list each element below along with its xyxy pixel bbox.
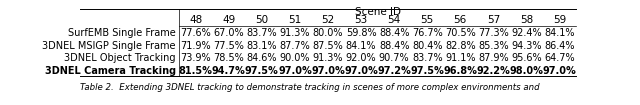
Text: 56: 56 (454, 15, 467, 25)
Text: 98.0%: 98.0% (509, 66, 543, 76)
Text: 91.3%: 91.3% (280, 28, 310, 38)
Text: 88.4%: 88.4% (379, 41, 410, 51)
Text: 95.6%: 95.6% (511, 53, 541, 64)
Text: 84.1%: 84.1% (346, 41, 376, 51)
Text: 49: 49 (222, 15, 236, 25)
Text: 92.4%: 92.4% (511, 28, 541, 38)
Text: 91.1%: 91.1% (445, 53, 476, 64)
Text: SurfEMB Single Frame: SurfEMB Single Frame (68, 28, 176, 38)
Text: 97.5%: 97.5% (245, 66, 279, 76)
Text: Scene ID: Scene ID (355, 7, 401, 17)
Text: 84.1%: 84.1% (544, 28, 575, 38)
Text: 92.0%: 92.0% (346, 53, 376, 64)
Text: 80.0%: 80.0% (313, 28, 343, 38)
Text: 97.2%: 97.2% (377, 66, 411, 76)
Text: 76.7%: 76.7% (412, 28, 443, 38)
Text: 94.7%: 94.7% (212, 66, 246, 76)
Text: 86.4%: 86.4% (544, 41, 575, 51)
Text: 97.0%: 97.0% (311, 66, 345, 76)
Text: 51: 51 (288, 15, 301, 25)
Text: 55: 55 (420, 15, 434, 25)
Text: 96.8%: 96.8% (444, 66, 477, 76)
Text: 87.9%: 87.9% (478, 53, 509, 64)
Text: 87.7%: 87.7% (280, 41, 310, 51)
Text: 3DNEL Camera Tracking: 3DNEL Camera Tracking (45, 66, 176, 76)
Text: 67.0%: 67.0% (214, 28, 244, 38)
Text: 97.0%: 97.0% (278, 66, 312, 76)
Text: 70.5%: 70.5% (445, 28, 476, 38)
Text: 48: 48 (189, 15, 202, 25)
Text: 81.5%: 81.5% (179, 66, 212, 76)
Text: 3DNEL Object Tracking: 3DNEL Object Tracking (64, 53, 176, 64)
Text: 52: 52 (321, 15, 335, 25)
Text: 53: 53 (355, 15, 368, 25)
Text: 83.1%: 83.1% (246, 41, 277, 51)
Text: 82.8%: 82.8% (445, 41, 476, 51)
Text: 50: 50 (255, 15, 268, 25)
Text: 90.0%: 90.0% (280, 53, 310, 64)
Text: 97.0%: 97.0% (344, 66, 378, 76)
Text: 59.8%: 59.8% (346, 28, 376, 38)
Text: 97.5%: 97.5% (410, 66, 444, 76)
Text: 77.3%: 77.3% (478, 28, 509, 38)
Text: 97.0%: 97.0% (543, 66, 577, 76)
Text: 94.3%: 94.3% (511, 41, 541, 51)
Text: 78.5%: 78.5% (213, 53, 244, 64)
Text: 85.3%: 85.3% (478, 41, 509, 51)
Text: 59: 59 (553, 15, 566, 25)
Text: 88.4%: 88.4% (379, 28, 410, 38)
Text: Table 2.  Extending 3DNEL tracking to demonstrate tracking in scenes of more com: Table 2. Extending 3DNEL tracking to dem… (80, 83, 540, 92)
Text: 77.5%: 77.5% (213, 41, 244, 51)
Text: 83.7%: 83.7% (246, 28, 277, 38)
Text: 91.3%: 91.3% (313, 53, 343, 64)
Text: 64.7%: 64.7% (544, 53, 575, 64)
Text: 3DNEL MSIGP Single Frame: 3DNEL MSIGP Single Frame (42, 41, 176, 51)
Text: 73.9%: 73.9% (180, 53, 211, 64)
Text: 92.2%: 92.2% (476, 66, 510, 76)
Text: 77.6%: 77.6% (180, 28, 211, 38)
Text: 71.9%: 71.9% (180, 41, 211, 51)
Text: 80.4%: 80.4% (412, 41, 442, 51)
Text: 84.6%: 84.6% (246, 53, 277, 64)
Text: 57: 57 (486, 15, 500, 25)
Text: 58: 58 (520, 15, 533, 25)
Text: 54: 54 (387, 15, 401, 25)
Text: 83.7%: 83.7% (412, 53, 442, 64)
Text: 87.5%: 87.5% (312, 41, 344, 51)
Text: 90.7%: 90.7% (379, 53, 410, 64)
